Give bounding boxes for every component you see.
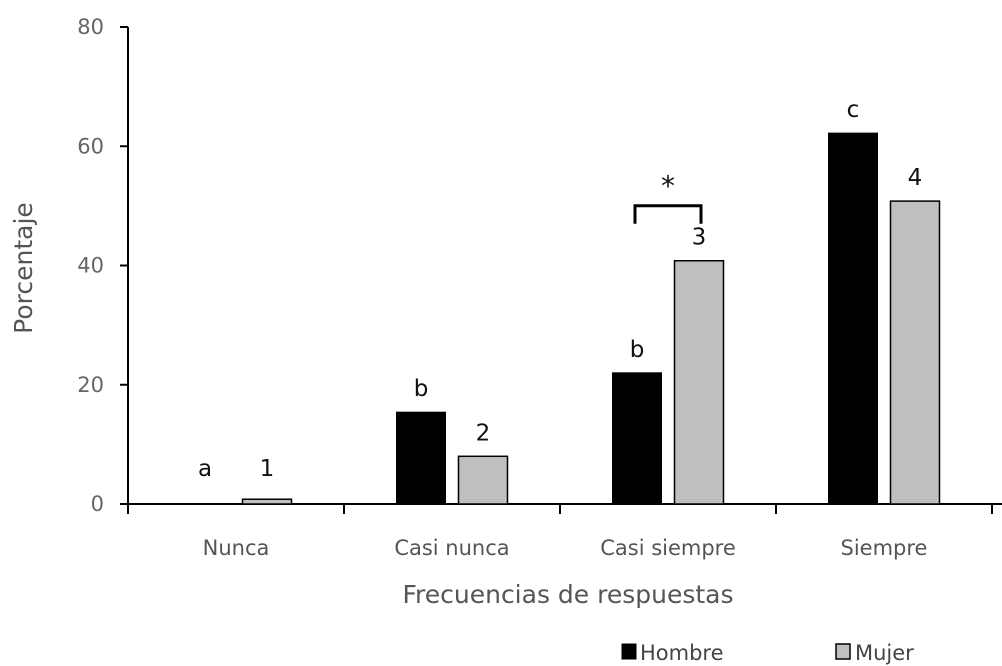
bars-group xyxy=(241,132,941,505)
y-tick-label: 0 xyxy=(91,492,104,516)
legend-swatch-hombre xyxy=(621,643,637,660)
bar-mujer-3 xyxy=(889,200,941,505)
legend-label-mujer: Mujer xyxy=(855,641,914,665)
x-tick-label: Casi nunca xyxy=(394,536,509,560)
x-tick-label: Siempre xyxy=(841,536,928,560)
bar-label: 3 xyxy=(692,225,707,251)
x-tick-label: Nunca xyxy=(203,536,270,560)
y-tick-label: 20 xyxy=(77,373,104,397)
bar-label: a xyxy=(198,456,212,482)
bar-hombre-2 xyxy=(612,372,662,505)
bar-label: 1 xyxy=(260,456,275,482)
bar-label: c xyxy=(847,97,860,123)
x-axis-title: Frecuencias de respuestas xyxy=(402,580,733,609)
bar-hombre-3 xyxy=(828,132,878,505)
x-axis-ticks: Nunca Casi nunca Casi siempre Siempre xyxy=(127,504,993,560)
bar-mujer-0 xyxy=(241,498,293,505)
plot-group: 0 20 40 60 80 Nunca Casi nunca Casi siempre Sie… xyxy=(77,15,1002,560)
y-axis-ticks: 0 20 40 60 80 xyxy=(77,15,128,516)
y-tick-label: 60 xyxy=(77,134,104,158)
bar-label: 2 xyxy=(476,420,491,446)
bar-mujer-2 xyxy=(673,259,725,505)
legend-label-hombre: Hombre xyxy=(640,641,724,665)
bar-labels-group: a 1 b 2 b 3 c 4 xyxy=(198,97,922,482)
bar-label: b xyxy=(630,337,645,363)
significance-star: * xyxy=(661,170,675,203)
legend: Hombre Mujer xyxy=(621,641,914,665)
annotations-group: * xyxy=(633,170,703,224)
bar-mujer-1 xyxy=(457,455,509,505)
legend-swatch-mujer xyxy=(835,643,851,660)
bar-label: 4 xyxy=(908,165,923,191)
bar-hombre-1 xyxy=(396,411,446,505)
y-tick-label: 80 xyxy=(77,15,104,39)
significance-bracket xyxy=(633,204,703,224)
y-tick-label: 40 xyxy=(77,254,104,278)
y-axis-title: Porcentaje xyxy=(9,202,38,334)
x-tick-label: Casi siempre xyxy=(600,536,736,560)
bar-label: b xyxy=(414,376,429,402)
